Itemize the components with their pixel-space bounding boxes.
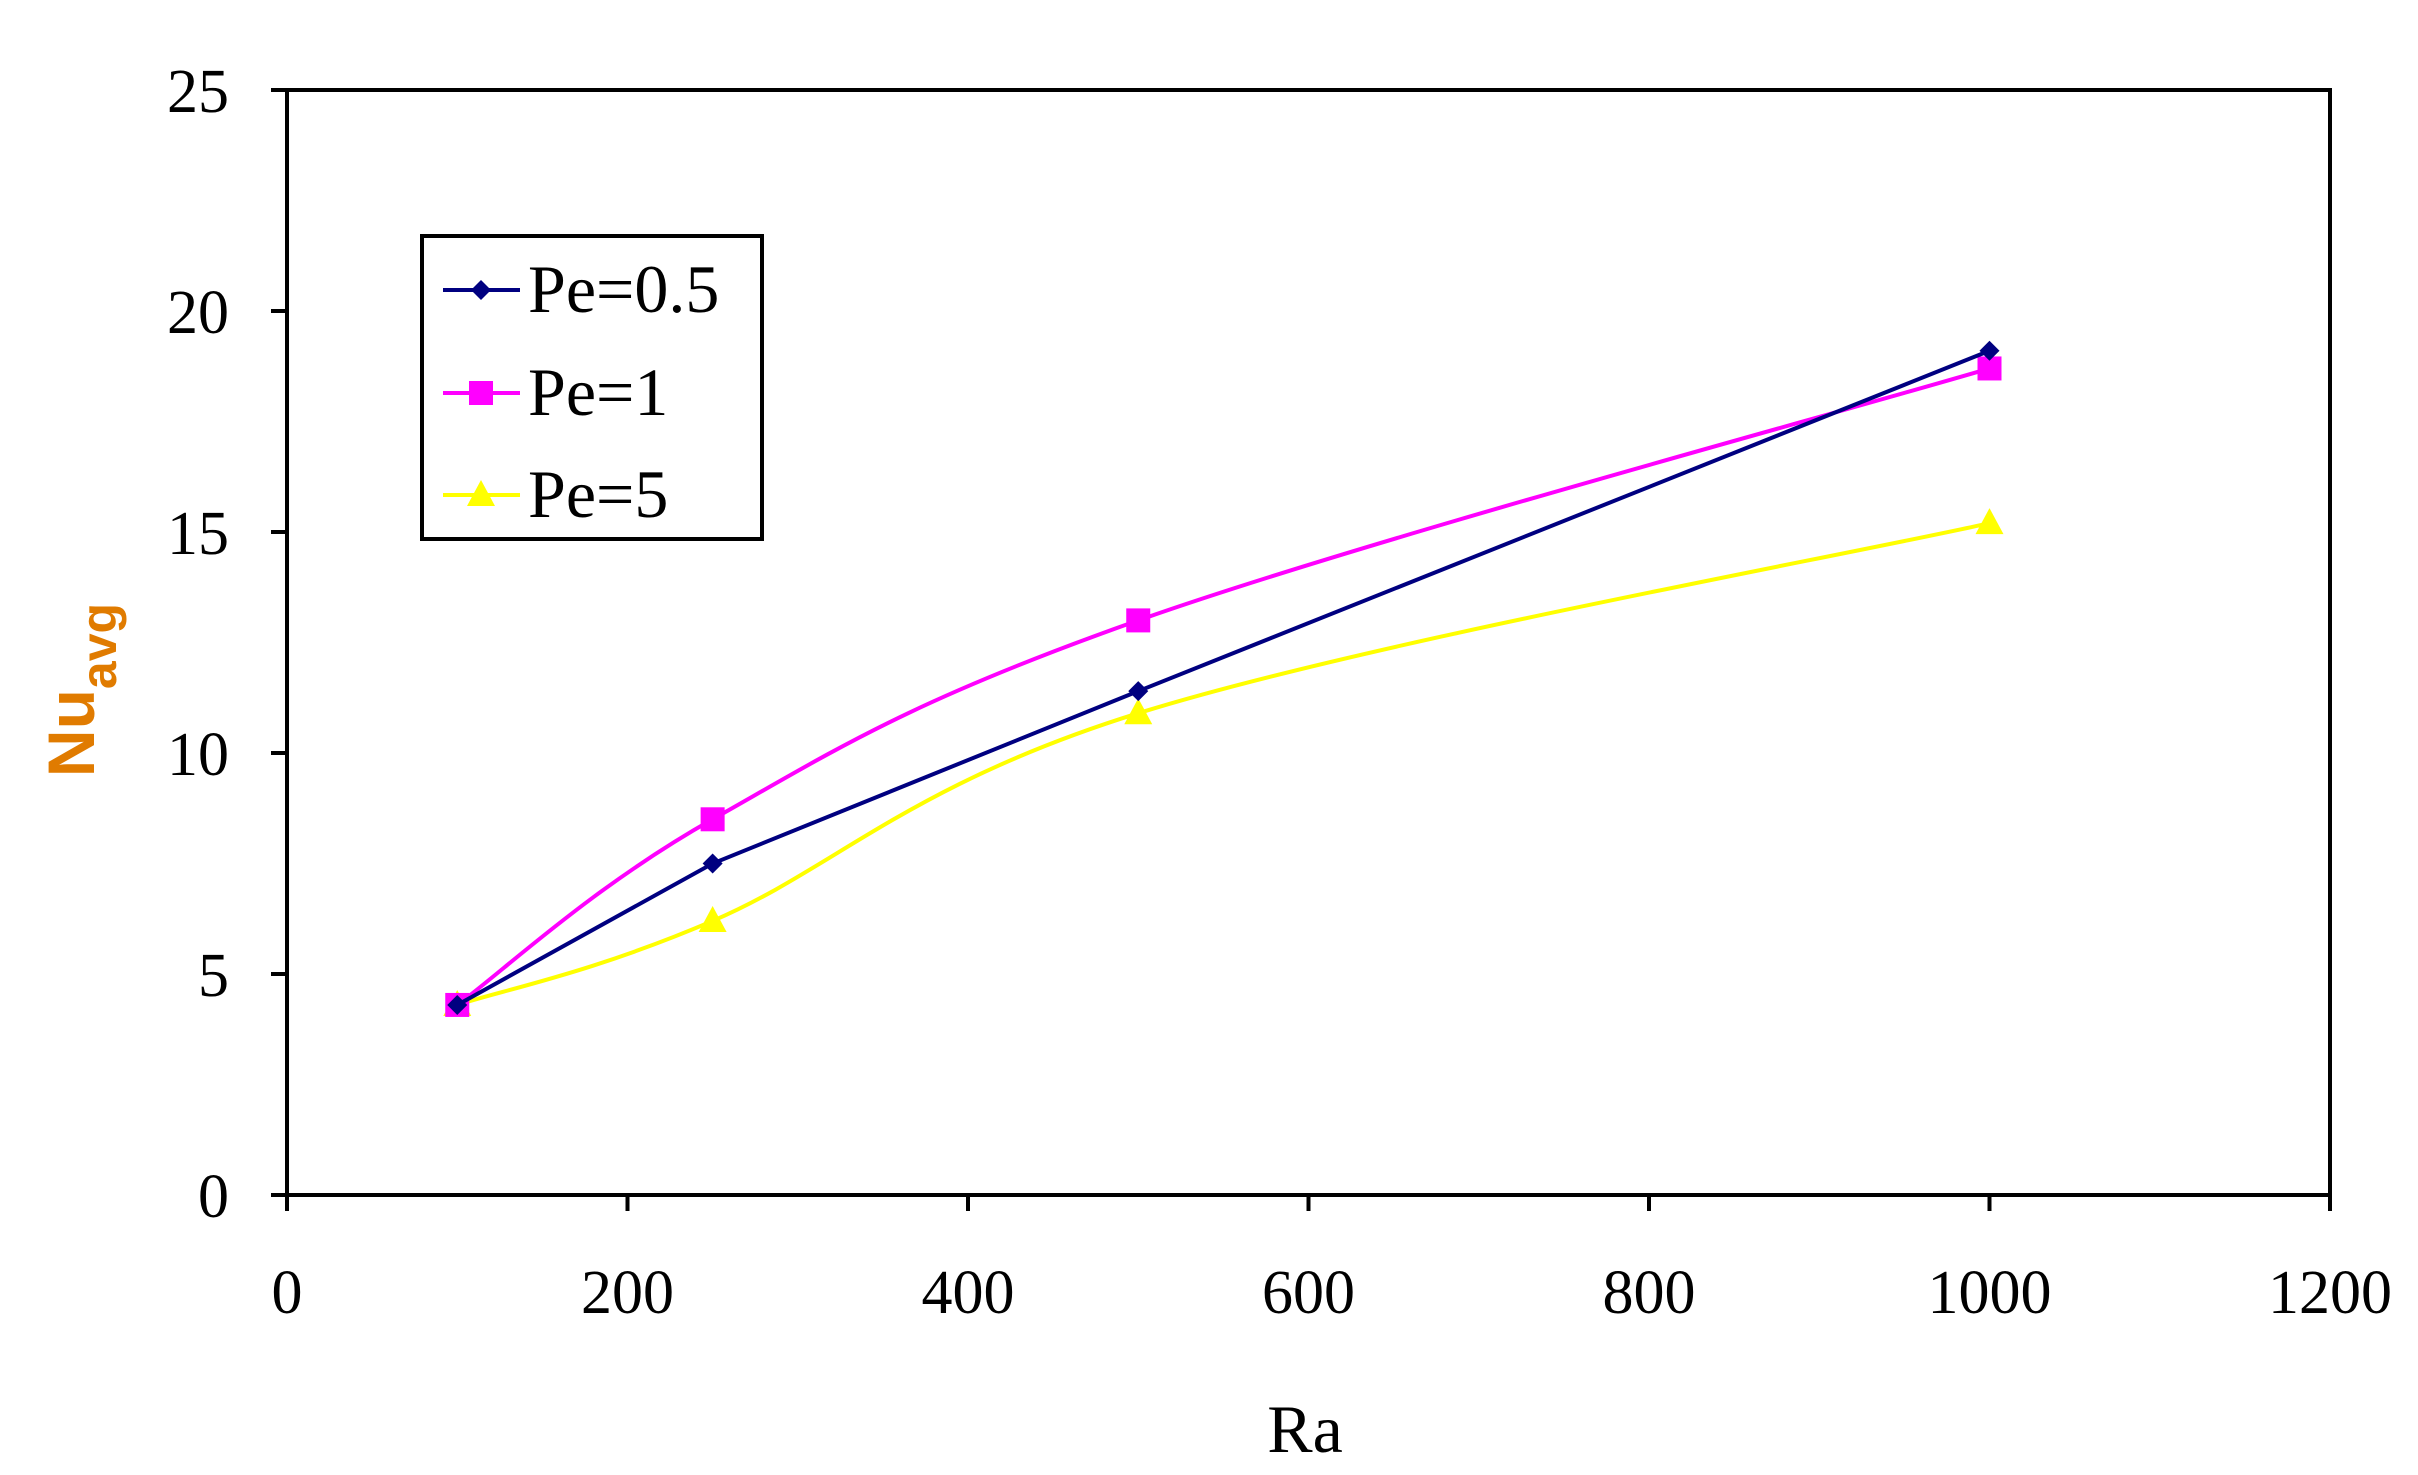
- x-tick-label: 1200: [2268, 1259, 2392, 1327]
- y-tick-label: 15: [167, 500, 229, 568]
- y-tick-label: 10: [167, 721, 229, 789]
- series-lines: [443, 340, 2004, 1017]
- series-line: [456, 521, 1990, 1007]
- legend-item: Pe=0.5: [443, 251, 719, 327]
- x-tick-label: 800: [1603, 1259, 1696, 1327]
- x-tick-label: 400: [922, 1259, 1015, 1327]
- data-point: [702, 853, 723, 874]
- y-tick-label: 25: [167, 58, 229, 126]
- series-line: [456, 348, 1991, 1007]
- data-point: [1126, 608, 1151, 633]
- legend-swatch-marker: [467, 480, 495, 506]
- series-Pe=5: [443, 508, 2004, 1016]
- legend-label: Pe=0.5: [528, 251, 719, 327]
- data-point: [700, 807, 725, 832]
- y-axis-title: Nuavg: [34, 603, 127, 777]
- y-axis-title-main: Nu: [34, 689, 108, 777]
- legend: Pe=0.5 Pe=1 Pe=5: [420, 234, 764, 541]
- y-tick-label: 5: [198, 942, 229, 1010]
- series-line: [456, 366, 1991, 1007]
- data-point: [1124, 698, 1153, 725]
- data-point: [1975, 508, 2004, 535]
- x-tick-label: 0: [272, 1259, 303, 1327]
- legend-swatch-marker: [471, 280, 491, 300]
- y-tick-label: 0: [198, 1163, 229, 1231]
- legend-label: Pe=5: [528, 456, 668, 532]
- x-axis-title: Ra: [1267, 1391, 1343, 1467]
- tick-labels: 0 200 400 600 800 1000 1200 0 5 10 15 20 25: [167, 58, 2392, 1327]
- data-point: [698, 905, 727, 932]
- data-point: [1128, 681, 1149, 702]
- x-tick-label: 600: [1262, 1259, 1355, 1327]
- legend-item: Pe=5: [443, 456, 668, 532]
- data-point: [1979, 340, 2000, 361]
- data-point: [447, 994, 468, 1015]
- legend-swatch-marker: [469, 381, 493, 405]
- x-tick-label: 200: [581, 1259, 674, 1327]
- x-tick-label: 1000: [1928, 1259, 2052, 1327]
- series-Pe=0.5: [447, 340, 2000, 1015]
- legend-item: Pe=1: [443, 354, 668, 430]
- y-tick-label: 20: [167, 279, 229, 347]
- legend-label: Pe=1: [528, 354, 668, 430]
- y-axis-title-subscript: avg: [71, 603, 127, 689]
- axes: [271, 88, 2332, 1211]
